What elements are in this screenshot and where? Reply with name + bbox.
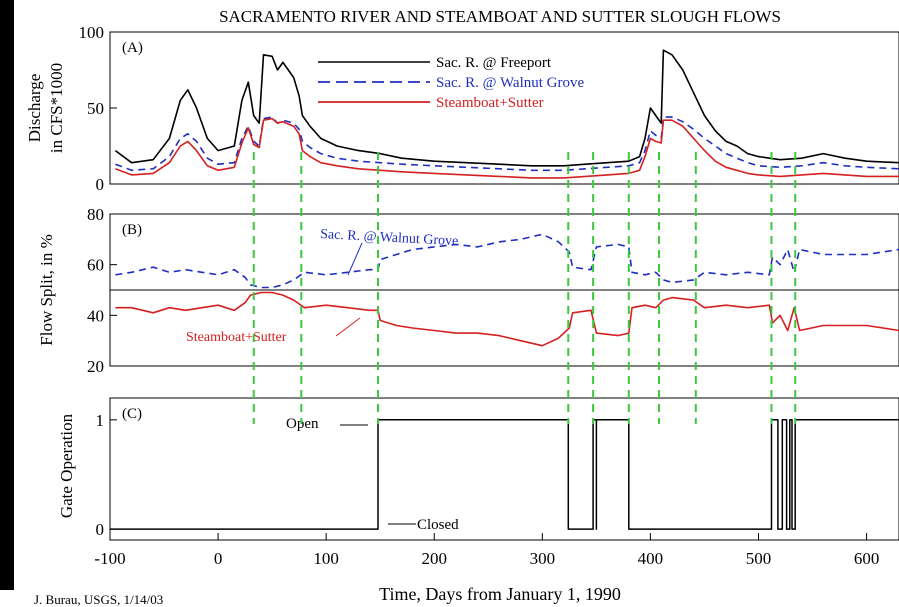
panel-b-ytick-label: 20 bbox=[87, 357, 104, 376]
panel-c-ytick-label: 0 bbox=[96, 520, 105, 539]
gate-open-label: Open bbox=[286, 416, 319, 432]
panel-a-legend: Sac. R. @ Freeport Sac. R. @ Walnut Grov… bbox=[318, 55, 584, 111]
panel-c-ytick-label: 1 bbox=[96, 411, 105, 430]
gate-transition-lines bbox=[252, 152, 797, 424]
chart-title: SACRAMENTO RIVER AND STEAMBOAT AND SUTTE… bbox=[219, 7, 781, 26]
panel-b-label-steamboat: Steamboat+Sutter bbox=[186, 330, 287, 345]
legend-label-freeport: Sac. R. @ Freeport bbox=[436, 55, 552, 71]
gate-closed-label: Closed bbox=[417, 517, 459, 533]
panel-b-series-line-0 bbox=[115, 233, 899, 289]
legend-label-steamboat: Steamboat+Sutter bbox=[436, 95, 544, 111]
panel-a-ytick-label: 50 bbox=[87, 99, 104, 118]
panel-c-xtick-label: 300 bbox=[530, 549, 556, 568]
panel-c-frame bbox=[109, 397, 899, 541]
panel-c-xtick-label: 0 bbox=[214, 549, 223, 568]
panel-c-xtick-label: 500 bbox=[746, 549, 772, 568]
panel-c-xtick-label: 100 bbox=[313, 549, 339, 568]
panel-b-pointer-steamboat bbox=[335, 317, 361, 337]
panel-c-xtick-label: 200 bbox=[421, 549, 447, 568]
panel-b-label-walnut: Sac. R. @ Walnut Grove bbox=[320, 227, 459, 249]
panel-a-series-line-2 bbox=[115, 117, 899, 179]
legend-label-walnut: Sac. R. @ Walnut Grove bbox=[436, 75, 584, 91]
panel-a-ylabel-line2: in CFS*1000 bbox=[47, 63, 66, 153]
panel-b-series bbox=[115, 233, 899, 347]
panel-c-label: (C) bbox=[122, 406, 142, 422]
panel-a: (A) Discharge in CFS*1000 0 50 100 Sac. R.… bbox=[25, 23, 899, 194]
panel-b-pointer-walnut bbox=[347, 242, 363, 276]
panel-a-series-line-0 bbox=[114, 49, 899, 167]
panel-a-ytick-label: 100 bbox=[79, 23, 105, 42]
panel-b-ylabel: Flow Split, in % bbox=[37, 234, 56, 345]
panel-b-ytick-label: 80 bbox=[87, 205, 104, 224]
panel-a-yticks: 0 50 100 bbox=[79, 23, 117, 194]
panel-a-series bbox=[114, 49, 899, 179]
panel-c-xtick-label: 600 bbox=[854, 549, 880, 568]
panel-b-label: (B) bbox=[122, 222, 142, 238]
panel-c-xtick-label: 400 bbox=[638, 549, 664, 568]
figure-background bbox=[14, 0, 899, 607]
credit-text: J. Burau, USGS, 1/14/03 bbox=[34, 592, 163, 607]
panel-b: (B) Flow Split, in % 20 40 60 80 Sac. R. @ … bbox=[37, 205, 899, 376]
panel-c-xtick-label: -100 bbox=[94, 549, 125, 568]
x-axis-label: Time, Days from January 1, 1990 bbox=[379, 584, 621, 604]
left-black-border bbox=[0, 0, 14, 590]
panel-a-series-line-1 bbox=[115, 116, 899, 172]
panel-b-ytick-label: 60 bbox=[87, 256, 104, 275]
panel-c: (C) Gate Operation 0 1 -100 0 100 200 300 400 5… bbox=[57, 397, 899, 568]
panel-b-ytick-label: 40 bbox=[87, 306, 104, 325]
panel-a-label: (A) bbox=[122, 40, 143, 56]
panel-a-ytick-label: 0 bbox=[96, 175, 105, 194]
panel-b-yticks: 20 40 60 80 bbox=[87, 205, 117, 376]
panel-b-series-line-1 bbox=[115, 291, 899, 347]
panel-c-xticks: -100 0 100 200 300 400 500 600 bbox=[94, 533, 879, 568]
panel-a-ylabel-line1: Discharge bbox=[25, 74, 44, 143]
panel-c-ylabel: Gate Operation bbox=[57, 413, 76, 518]
